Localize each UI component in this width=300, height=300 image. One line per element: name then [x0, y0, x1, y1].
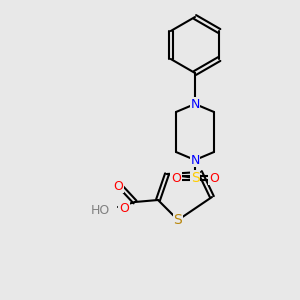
Text: O: O	[171, 172, 181, 184]
Text: S: S	[174, 213, 182, 227]
Text: O: O	[119, 202, 129, 215]
Text: O: O	[113, 179, 123, 193]
Text: N: N	[190, 154, 200, 166]
Text: S: S	[190, 171, 200, 185]
Text: HO: HO	[91, 203, 110, 217]
Text: O: O	[209, 172, 219, 184]
Text: N: N	[190, 98, 200, 110]
